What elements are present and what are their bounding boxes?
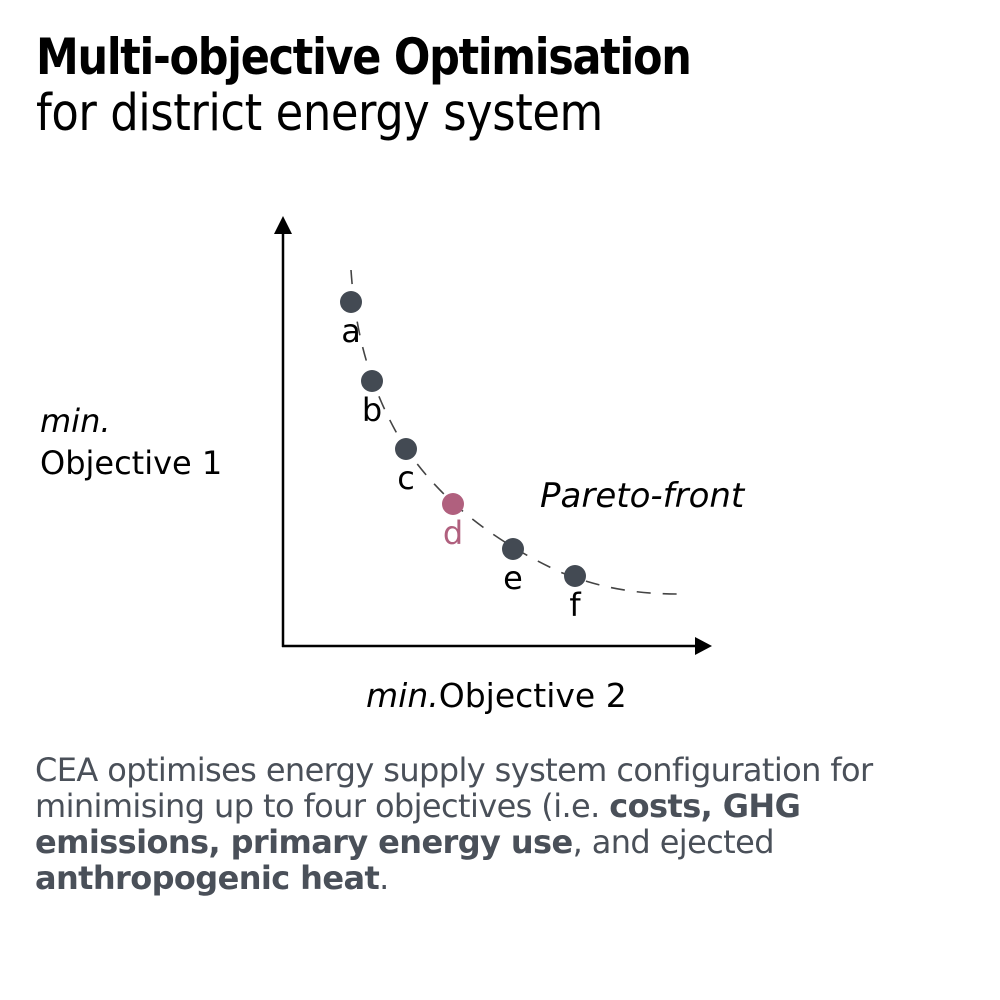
x-axis-prefix: min. xyxy=(366,676,439,715)
desc-bold-heat: anthropogenic heat xyxy=(35,859,380,897)
page-subtitle: for district energy system xyxy=(36,84,603,143)
description-paragraph: CEA optimises energy supply system confi… xyxy=(35,752,975,896)
pareto-point-b xyxy=(361,370,383,392)
y-axis-prefix: min. xyxy=(40,402,111,440)
point-label-a: a xyxy=(341,312,361,350)
desc-bold-objectives: costs, GHG emissions, primary energy use xyxy=(35,787,801,861)
pareto-point-c xyxy=(395,438,417,460)
page-title: Multi-objective Optimisation xyxy=(36,28,692,86)
desc-text-2: , and ejected xyxy=(572,823,775,861)
point-label-d: d xyxy=(442,514,464,552)
x-axis-arrow-icon xyxy=(695,637,712,655)
x-axis-label: min.Objective 2 xyxy=(366,676,627,715)
pareto-points xyxy=(340,291,586,587)
pareto-front-label: Pareto-front xyxy=(540,476,745,516)
point-label-f: f xyxy=(569,586,581,624)
desc-text-1: CEA optimises energy supply system confi… xyxy=(35,751,873,825)
pareto-point-e xyxy=(502,538,524,560)
pareto-point-d xyxy=(442,493,464,515)
x-axis-title: Objective 2 xyxy=(438,676,627,715)
point-label-b: b xyxy=(361,391,383,429)
desc-text-3: . xyxy=(379,859,389,897)
y-axis-arrow-icon xyxy=(274,216,292,234)
point-label-c: c xyxy=(397,459,415,497)
y-axis-label: min. Objective 1 xyxy=(40,400,222,484)
pareto-point-a xyxy=(340,291,362,313)
point-label-e: e xyxy=(503,559,523,597)
pareto-point-f xyxy=(564,565,586,587)
y-axis-title: Objective 1 xyxy=(40,444,223,482)
